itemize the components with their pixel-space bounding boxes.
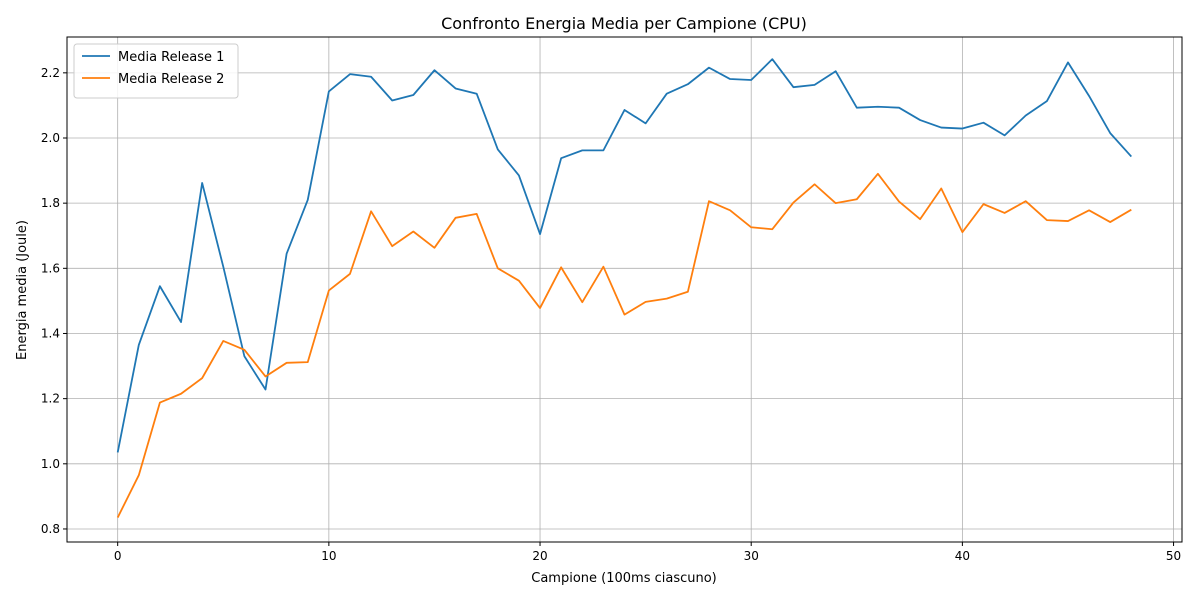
x-tick-label: 20 bbox=[532, 549, 547, 563]
x-tick-label: 50 bbox=[1166, 549, 1181, 563]
y-tick-label: 1.4 bbox=[41, 326, 60, 340]
chart-title: Confronto Energia Media per Campione (CP… bbox=[441, 14, 807, 33]
legend-box bbox=[73, 43, 239, 99]
x-tick-label: 0 bbox=[114, 549, 122, 563]
series-line-1 bbox=[116, 58, 1132, 453]
y-tick-label: 0.8 bbox=[41, 522, 60, 536]
y-tick-label: 2.2 bbox=[41, 66, 60, 80]
legend-label: Media Release 2 bbox=[118, 72, 224, 87]
x-axis-label: Campione (100ms ciascuno) bbox=[531, 571, 717, 586]
x-tick-label: 10 bbox=[321, 549, 336, 563]
plot-frame bbox=[66, 36, 1183, 543]
series-line-2 bbox=[116, 172, 1132, 518]
grid-lines bbox=[67, 37, 1182, 542]
y-tick-label: 1.0 bbox=[41, 457, 60, 471]
y-tick-label: 1.8 bbox=[41, 196, 60, 210]
y-tick-label: 1.2 bbox=[41, 392, 60, 406]
x-tick-label: 40 bbox=[955, 549, 970, 563]
series-lines bbox=[116, 58, 1132, 518]
y-tick-label: 1.6 bbox=[41, 261, 60, 275]
legend: Media Release 1 Media Release 2 bbox=[73, 43, 239, 99]
x-tick-label: 30 bbox=[744, 549, 759, 563]
legend-label: Media Release 1 bbox=[118, 50, 224, 65]
y-tick-label: 2.0 bbox=[41, 131, 60, 145]
axis-ticks: 0 10 20 30 40 50 0.8 1.0 1.2 1.4 1.6 1.8 2.0 2.2 bbox=[41, 66, 1181, 563]
y-axis-label: Energia media (Joule) bbox=[15, 220, 30, 360]
